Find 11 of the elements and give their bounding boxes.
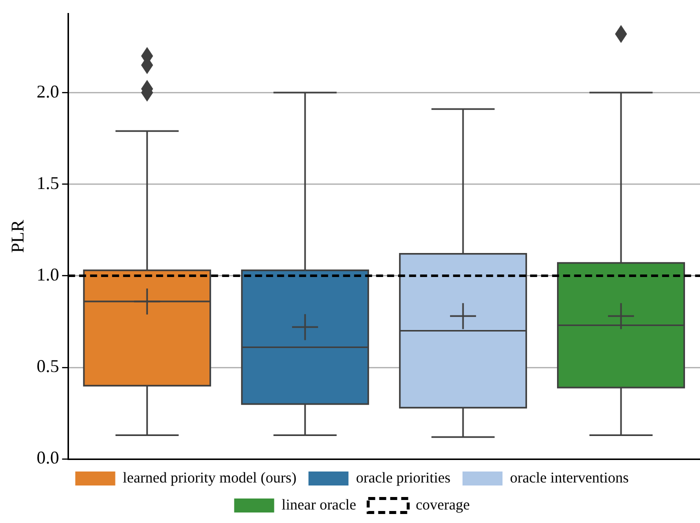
y-tick-label: 1.0	[36, 264, 60, 285]
y-tick-label: 0.0	[36, 448, 60, 468]
legend-label: linear oracle	[282, 497, 357, 514]
y-tick-label: 2.0	[36, 81, 60, 102]
legend-label: oracle priorities	[356, 470, 451, 486]
legend-label: oracle interventions	[510, 470, 629, 486]
legend-label: coverage	[416, 497, 470, 514]
y-tick-label: 0.5	[36, 356, 60, 376]
legend-label: learned priority model (ours)	[122, 470, 296, 486]
y-tick-label: 1.5	[36, 172, 60, 193]
y-axis-title: PLR	[8, 220, 28, 253]
